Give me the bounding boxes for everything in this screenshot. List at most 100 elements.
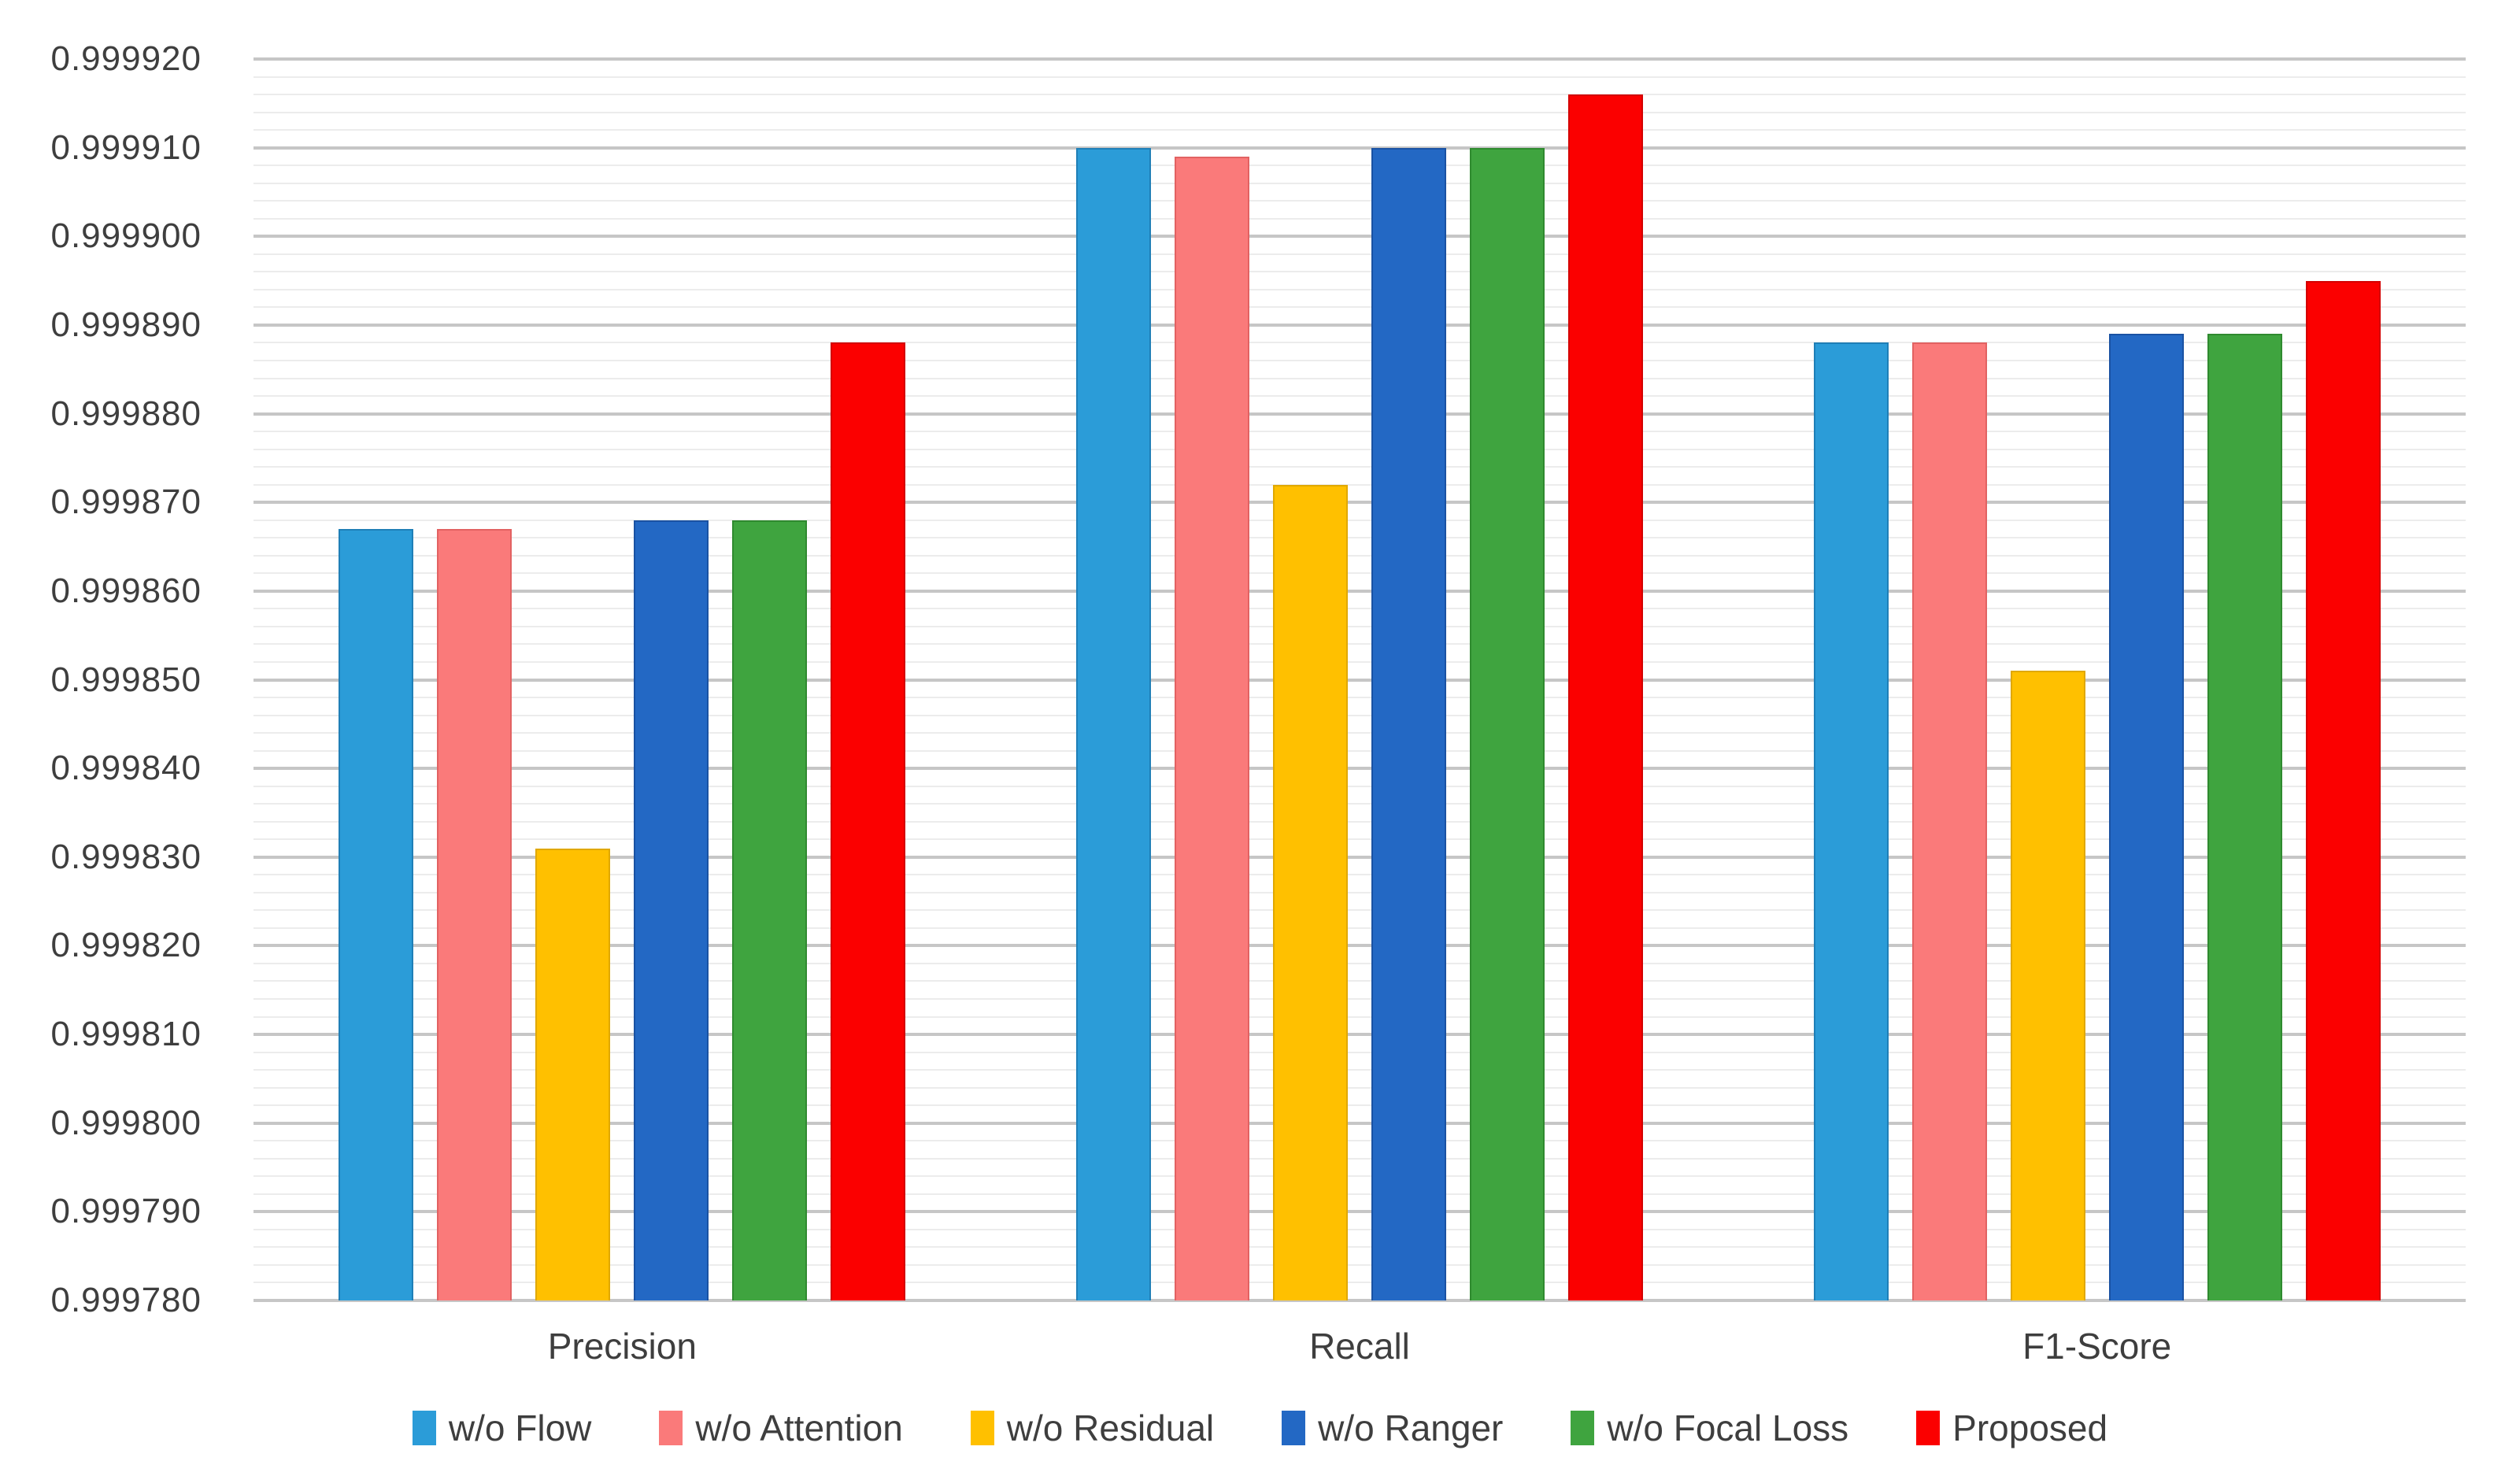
- gridline-minor: [253, 200, 2466, 202]
- gridline-minor: [253, 820, 2466, 823]
- y-tick-label: 0.999840: [50, 749, 202, 788]
- legend-item-proposed: Proposed: [1916, 1408, 2107, 1448]
- gridline-minor: [253, 1263, 2466, 1266]
- bar-w-o-attention-f1-score: [1911, 342, 1987, 1300]
- gridline-major: [253, 501, 2466, 505]
- gridline-minor: [253, 660, 2466, 663]
- legend-item-w-o-focal-loss: w/o Focal Loss: [1571, 1408, 1848, 1448]
- gridline-minor: [253, 1157, 2466, 1160]
- gridline-minor: [253, 927, 2466, 929]
- bar-w-o-flow-f1-score: [1813, 342, 1889, 1300]
- gridline-minor: [253, 466, 2466, 468]
- gridline-minor: [253, 431, 2466, 433]
- y-tick-label: 0.999820: [50, 926, 202, 965]
- legend-label: w/o Attention: [695, 1408, 903, 1448]
- gridline-minor: [253, 785, 2466, 787]
- gridline-minor: [253, 803, 2466, 805]
- bar-proposed-precision: [831, 342, 906, 1300]
- legend-swatch-icon: [1282, 1411, 1306, 1445]
- gridline-minor: [253, 271, 2466, 273]
- gridline-minor: [253, 182, 2466, 184]
- bar-w-o-ranger-f1-score: [2108, 334, 2184, 1300]
- gridline-minor: [253, 838, 2466, 841]
- y-tick-label: 0.999870: [50, 483, 202, 522]
- gridline-minor: [253, 217, 2466, 220]
- y-tick-label: 0.999900: [50, 216, 202, 256]
- legend: w/o Flow w/o Attention w/o Residual w/o Ran…: [0, 1408, 2520, 1448]
- gridline-major: [253, 412, 2466, 416]
- legend-item-w-o-ranger: w/o Ranger: [1282, 1408, 1503, 1448]
- y-tick-label: 0.999790: [50, 1192, 202, 1231]
- gridline-minor: [253, 998, 2466, 1000]
- y-axis-labels: 0.999920 0.999910 0.999900 0.999890 0.999880…: [0, 0, 202, 1476]
- gridline-minor: [253, 519, 2466, 521]
- gridline-minor: [253, 1282, 2466, 1284]
- bar-proposed-recall: [1568, 94, 1643, 1300]
- category-label-f1-score: F1-Score: [2022, 1326, 2172, 1367]
- gridline-minor: [253, 483, 2466, 486]
- gridline-minor: [253, 1175, 2466, 1178]
- legend-swatch-icon: [412, 1411, 436, 1445]
- gridline-minor: [253, 1086, 2466, 1089]
- gridline-major: [253, 323, 2466, 327]
- gridline-minor: [253, 448, 2466, 450]
- y-tick-label: 0.999910: [50, 128, 202, 167]
- gridline-minor: [253, 608, 2466, 610]
- gridline-minor: [253, 891, 2466, 893]
- gridline-major: [253, 855, 2466, 859]
- bar-w-o-attention-recall: [1175, 157, 1249, 1300]
- gridline-major: [253, 1210, 2466, 1214]
- legend-item-w-o-residual: w/o Residual: [970, 1408, 1215, 1448]
- category-label-recall: Recall: [1309, 1326, 1410, 1367]
- gridline-minor: [253, 94, 2466, 96]
- bar-w-o-ranger-precision: [634, 520, 709, 1300]
- legend-label: Proposed: [1952, 1408, 2108, 1448]
- gridline-minor: [253, 1140, 2466, 1142]
- gridline-minor: [253, 732, 2466, 734]
- gridline-minor: [253, 643, 2466, 646]
- bar-w-o-flow-recall: [1076, 148, 1151, 1300]
- y-tick-label: 0.999800: [50, 1103, 202, 1142]
- legend-label: w/o Flow: [448, 1408, 592, 1448]
- gridline-minor: [253, 342, 2466, 344]
- gridline-minor: [253, 537, 2466, 539]
- bar-w-o-residual-f1-score: [2010, 671, 2085, 1300]
- gridline-minor: [253, 395, 2466, 398]
- bar-w-o-focal-loss-recall: [1470, 148, 1545, 1300]
- gridline-minor: [253, 111, 2466, 113]
- gridline-minor: [253, 980, 2466, 982]
- gridline-minor: [253, 572, 2466, 575]
- gridline-minor: [253, 359, 2466, 361]
- gridline-minor: [253, 909, 2466, 912]
- y-tick-label: 0.999860: [50, 571, 202, 610]
- legend-swatch-icon: [1916, 1411, 1941, 1445]
- legend-label: w/o Ranger: [1318, 1408, 1504, 1448]
- gridline-minor: [253, 1228, 2466, 1230]
- y-tick-label: 0.999810: [50, 1015, 202, 1054]
- gridline-minor: [253, 129, 2466, 131]
- gridline-major: [253, 1033, 2466, 1037]
- bar-w-o-focal-loss-f1-score: [2207, 334, 2282, 1300]
- legend-swatch-icon: [1571, 1411, 1595, 1445]
- legend-label: w/o Focal Loss: [1607, 1408, 1849, 1448]
- bar-w-o-residual-recall: [1273, 485, 1348, 1300]
- gridline-minor: [253, 625, 2466, 627]
- bar-proposed-f1-score: [2305, 281, 2381, 1300]
- gridline-minor: [253, 377, 2466, 379]
- legend-label: w/o Residual: [1006, 1408, 1215, 1448]
- gridline-major: [253, 767, 2466, 771]
- gridline-minor: [253, 165, 2466, 167]
- bar-w-o-flow-precision: [339, 529, 414, 1300]
- gridline-minor: [253, 76, 2466, 78]
- gridline-minor: [253, 697, 2466, 699]
- legend-item-w-o-attention: w/o Attention: [659, 1408, 903, 1448]
- y-tick-label: 0.999880: [50, 394, 202, 433]
- gridline-minor: [253, 554, 2466, 557]
- legend-item-w-o-flow: w/o Flow: [412, 1408, 592, 1448]
- gridline-minor: [253, 288, 2466, 290]
- gridline-major: [253, 146, 2466, 150]
- gridline-major: [253, 1121, 2466, 1125]
- y-tick-label: 0.999830: [50, 837, 202, 876]
- legend-swatch-icon: [659, 1411, 683, 1445]
